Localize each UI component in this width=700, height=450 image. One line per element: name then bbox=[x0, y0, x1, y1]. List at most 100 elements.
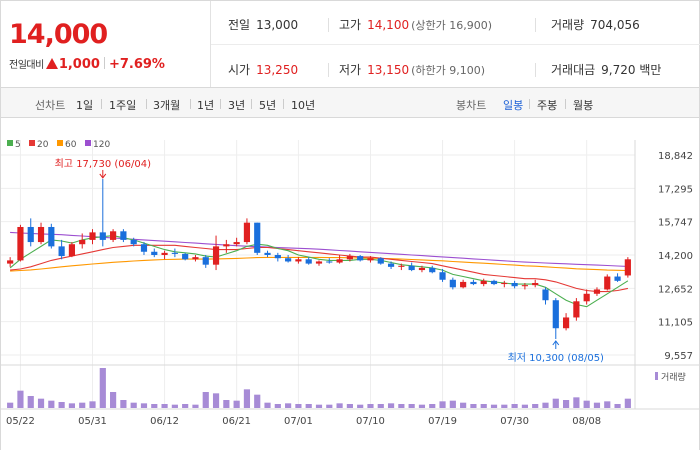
period-10y[interactable]: 10년 bbox=[291, 99, 316, 112]
period-1d[interactable]: 1일 bbox=[76, 99, 94, 112]
candle-body bbox=[470, 281, 477, 285]
price-box: 14,000 전일대비 1,000 +7.69% bbox=[1, 1, 211, 87]
divider bbox=[529, 99, 530, 109]
candle-body bbox=[17, 226, 24, 261]
ma60-line bbox=[10, 256, 628, 272]
divider bbox=[103, 57, 105, 69]
candle-body bbox=[357, 256, 364, 261]
candle-body bbox=[460, 281, 467, 288]
low-price: 저가 13,150 (하한가 9,100) bbox=[339, 61, 485, 78]
high-arrow-head bbox=[99, 173, 107, 179]
volume-bar bbox=[573, 397, 580, 408]
volume-legend-label: 거래량 bbox=[661, 371, 686, 383]
x-tick-label: 07/10 bbox=[356, 416, 385, 427]
volume-bar bbox=[130, 402, 137, 408]
stock-chart[interactable]: 5 20 60 120 18,842 17,295 15,747 14,200 12,652 1… bbox=[0, 118, 700, 450]
volume-bar bbox=[223, 400, 230, 408]
candle-body bbox=[336, 259, 343, 263]
volume-bar bbox=[274, 404, 281, 408]
volume-bar bbox=[501, 404, 508, 408]
candle-body bbox=[326, 261, 333, 263]
candles bbox=[7, 178, 631, 339]
candle-body bbox=[521, 285, 528, 287]
volume-bar bbox=[480, 404, 487, 408]
legend-swatch bbox=[29, 140, 35, 146]
low-label: 저가 bbox=[339, 63, 362, 77]
legend-swatch bbox=[85, 140, 91, 146]
candle-body bbox=[387, 263, 395, 267]
period-3y[interactable]: 3년 bbox=[228, 99, 246, 112]
x-tick-label: 08/08 bbox=[572, 416, 601, 427]
candle-body bbox=[27, 226, 34, 243]
divider bbox=[220, 99, 221, 109]
divider bbox=[535, 63, 536, 77]
ma-legend: 5 20 60 120 bbox=[7, 140, 110, 150]
candle-body bbox=[532, 282, 539, 286]
volume-bar bbox=[233, 400, 240, 408]
volume-bar bbox=[27, 396, 34, 408]
candle-body bbox=[604, 276, 611, 290]
candle-body bbox=[79, 239, 86, 245]
volume-bar bbox=[367, 404, 374, 408]
candle-weekly[interactable]: 주봉 bbox=[537, 99, 558, 112]
candle-body bbox=[274, 254, 281, 259]
period-1w[interactable]: 1주일 bbox=[109, 99, 137, 112]
candle-body bbox=[140, 244, 148, 252]
y-tick-label: 17,295 bbox=[658, 184, 693, 195]
prev-close: 전일 13,000 bbox=[228, 16, 298, 33]
candle-body bbox=[305, 259, 312, 264]
legend-label: 20 bbox=[37, 140, 49, 150]
volume-bar bbox=[326, 404, 333, 408]
lower-limit: (하한가 9,100) bbox=[411, 64, 486, 77]
candle-body bbox=[171, 252, 178, 254]
low-value: 13,150 bbox=[367, 63, 410, 77]
turnover-label: 거래대금 bbox=[551, 63, 596, 77]
candle-body bbox=[562, 317, 570, 329]
low-arrow-head bbox=[552, 340, 560, 346]
volume-bar bbox=[511, 404, 518, 408]
volume-value: 704,056 bbox=[590, 18, 640, 32]
volume-bar bbox=[264, 402, 271, 408]
y-tick-label: 15,747 bbox=[658, 218, 693, 229]
candle-body bbox=[89, 232, 96, 240]
volume-bar bbox=[449, 400, 456, 408]
volume-bar bbox=[79, 402, 86, 408]
volume-bar bbox=[521, 404, 528, 408]
volume-bar bbox=[110, 392, 117, 408]
volume-bar bbox=[243, 389, 251, 408]
volume-bar bbox=[387, 403, 395, 408]
candle-body bbox=[212, 246, 220, 265]
volume-bar bbox=[593, 402, 601, 408]
current-price: 14,000 bbox=[9, 19, 108, 50]
period-3m[interactable]: 3개월 bbox=[153, 99, 181, 112]
change-label: 전일대비 bbox=[9, 60, 44, 71]
candle-body bbox=[624, 259, 631, 276]
y-tick-label: 9,557 bbox=[664, 351, 693, 362]
volume-bar bbox=[490, 404, 498, 408]
high-annotation: 최고 17,730 (06/04) bbox=[55, 158, 151, 170]
period-5y[interactable]: 5년 bbox=[259, 99, 277, 112]
volume-bar bbox=[604, 401, 611, 408]
volume-bar bbox=[171, 404, 178, 408]
prev-close-label: 전일 bbox=[228, 18, 251, 32]
candle-body bbox=[398, 265, 405, 267]
y-tick-label: 14,200 bbox=[658, 251, 693, 262]
period-1y[interactable]: 1년 bbox=[197, 99, 215, 112]
candle-body bbox=[439, 272, 446, 280]
volume-label: 거래량 bbox=[551, 18, 585, 32]
volume-bar bbox=[460, 402, 467, 408]
candle-body bbox=[120, 231, 127, 240]
candle-daily[interactable]: 일봉 bbox=[503, 99, 524, 112]
candle-body bbox=[295, 259, 302, 262]
candle-body bbox=[377, 258, 384, 264]
candle-body bbox=[182, 253, 189, 260]
high-value: 14,100 bbox=[367, 18, 410, 32]
volume-bar bbox=[439, 401, 446, 408]
x-tick-label: 07/30 bbox=[500, 416, 529, 427]
turnover: 거래대금 9,720 백만 bbox=[551, 61, 661, 78]
volume-legend-swatch bbox=[655, 372, 658, 380]
volume-bar bbox=[377, 404, 384, 408]
y-axis: 18,842 17,295 15,747 14,200 12,652 11,105 9,55… bbox=[658, 151, 693, 362]
candle-monthly[interactable]: 월봉 bbox=[573, 99, 594, 112]
volume-bar bbox=[346, 404, 353, 408]
